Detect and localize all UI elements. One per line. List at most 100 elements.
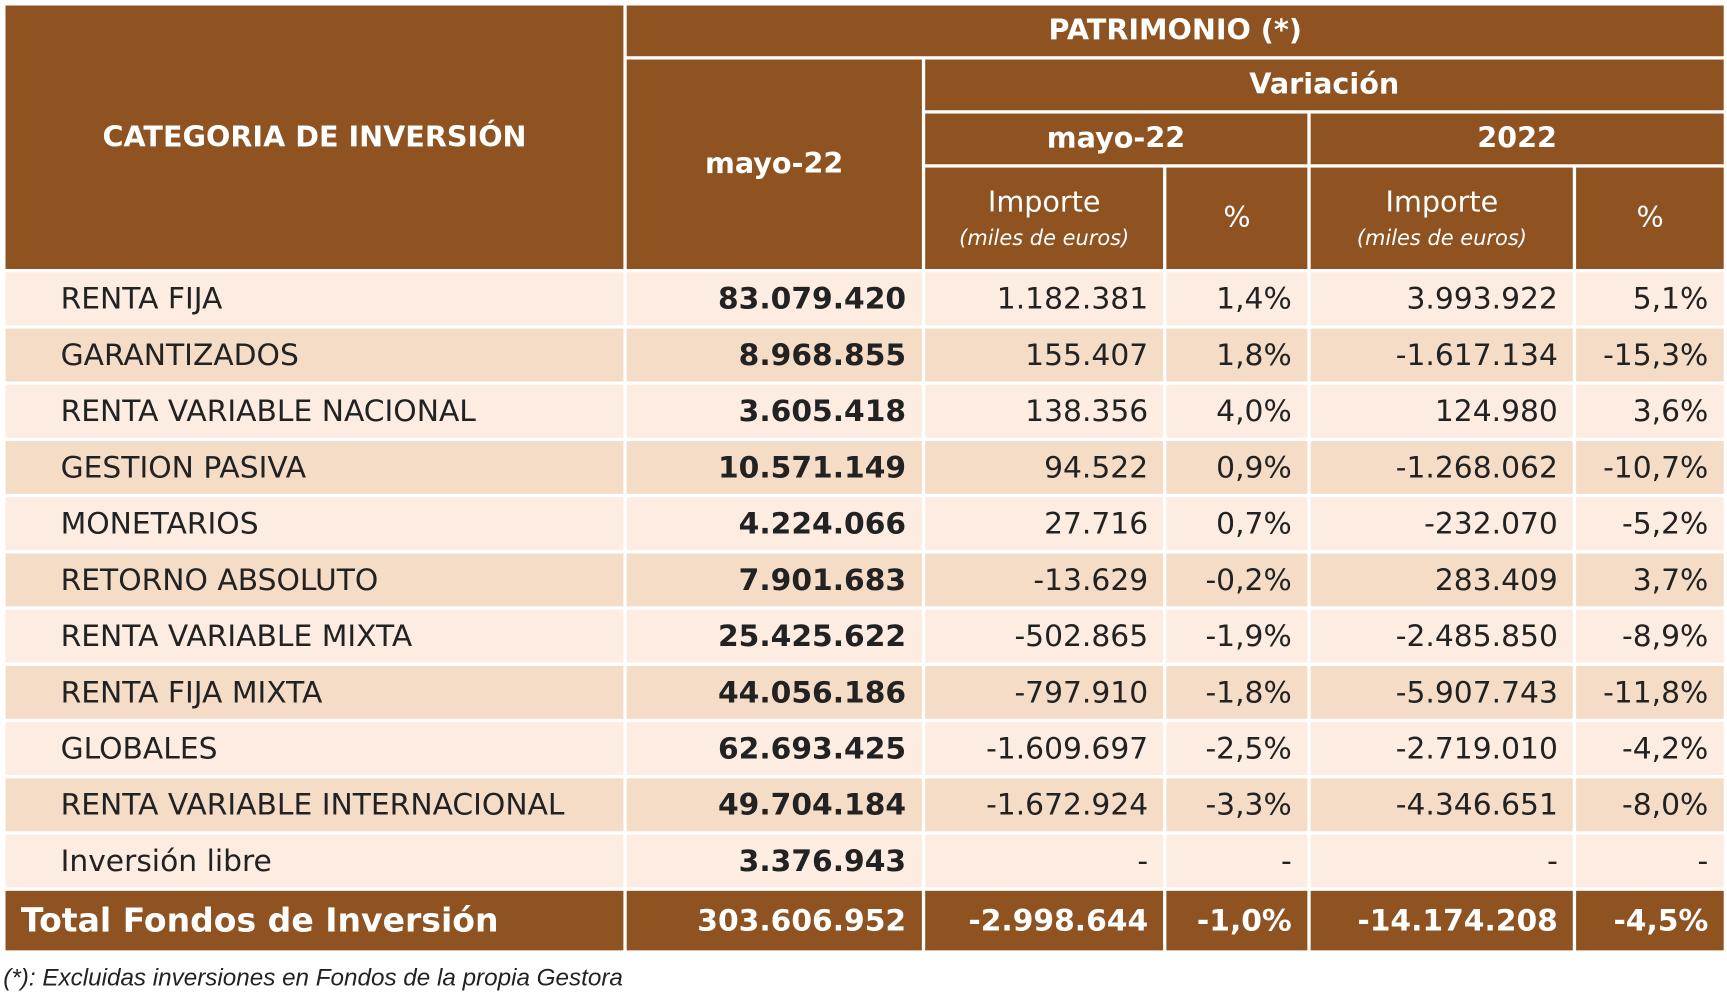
table-row: RENTA FIJA MIXTA 44.056.186 -797.910 -1,8% -… [5,665,1724,719]
value-cell: 49.704.184 [626,778,922,832]
variacion-header: Variación [924,59,1724,111]
value-cell: 7.901.683 [626,553,922,607]
table-row: Inversión libre 3.376.943- - - - [5,834,1724,888]
category-cell: GESTION PASIVA [5,441,624,494]
importe-unit: (miles de euros) [959,226,1130,251]
value-cell: 94.522 [924,441,1164,494]
value-cell: 0,7% [1166,497,1308,551]
value-cell: 155.407 [924,328,1164,382]
category-cell: MONETARIOS [5,497,624,551]
value-cell: 4,0% [1166,384,1308,438]
value-cell: -14.174.208 [1310,890,1574,951]
value-cell: -3,3% [1166,778,1308,832]
value-cell: 3.376.943 [626,834,922,888]
month-header: mayo-22 [924,113,1308,165]
value-cell: -232.070 [1310,497,1574,551]
table-row: MONETARIOS 4.224.066 27.716 0,7% -232.070 -5,… [5,497,1724,551]
table-row: Total Fondos de Inversión 303.606.952 -2.9… [5,890,1724,951]
value-cell: -1.617.134 [1310,328,1574,382]
value-cell: -5.907.743 [1310,665,1574,719]
value-cell: 3,6% [1576,384,1724,438]
category-cell: Inversión libre [5,834,624,888]
value-cell: 138.356 [924,384,1164,438]
value-cell: 1.182.381 [924,272,1164,326]
value-cell: 44.056.186 [626,665,922,719]
value-cell: 3,7% [1576,553,1724,607]
value-cell: -4.346.651 [1310,778,1574,832]
value-cell: -0,2% [1166,553,1308,607]
value-cell: -11,8% [1576,665,1724,719]
importe-unit: (miles de euros) [1356,226,1527,251]
category-cell: RENTA VARIABLE MIXTA [5,609,624,663]
value-cell: -797.910 [924,665,1164,719]
table-row: RENTA VARIABLE INTERNACIONAL 49.704.184 -1… [5,778,1724,832]
table-row: RENTA VARIABLE NACIONAL 3.605.418 138.356 4… [5,384,1724,438]
value-cell: 303.606.952 [626,890,922,951]
value-cell: 10.571.149 [626,441,922,494]
value-cell: -2.485.850 [1310,609,1574,663]
value-cell: -10,7% [1576,441,1724,494]
table-row: GESTION PASIVA 10.571.149 94.522 0,9% -1.268… [5,441,1724,494]
table-row: GARANTIZADOS 8.968.855 155.407 1,8% -1.617.1… [5,328,1724,382]
value-cell: -502.865 [924,609,1164,663]
current-header: mayo-22 [626,59,922,270]
importe-label: Importe [987,186,1101,220]
footnote: (*): Excluidas inversiones en Fondos de … [3,963,623,992]
table-row: RENTA FIJA 83.079.420 1.182.381 1,4% 3.993.9… [5,272,1724,326]
value-cell: -13.629 [924,553,1164,607]
pct-header: % [1166,167,1308,270]
pct-header: % [1576,167,1724,270]
value-cell: -2,5% [1166,722,1308,776]
year-header: 2022 [1310,113,1724,165]
value-cell: -15,3% [1576,328,1724,382]
value-cell: - [1310,834,1574,888]
value-cell: - [1166,834,1308,888]
value-cell: 27.716 [924,497,1164,551]
value-cell: -4,2% [1576,722,1724,776]
value-cell: -1.609.697 [924,722,1164,776]
value-cell: -1.672.924 [924,778,1164,832]
importe-label: Importe [1385,186,1499,220]
category-cell: GARANTIZADOS [5,328,624,382]
category-header: CATEGORIA DE INVERSIÓN [5,5,624,270]
value-cell: 1,8% [1166,328,1308,382]
category-cell: GLOBALES [5,722,624,776]
table-row: RENTA VARIABLE MIXTA 25.425.622 -502.865 -1… [5,609,1724,663]
value-cell: -1,8% [1166,665,1308,719]
patrimonio-header: PATRIMONIO (*) [626,5,1724,57]
value-cell: 283.409 [1310,553,1574,607]
fund-table: CATEGORIA DE INVERSIÓN PATRIMONIO (*) may… [2,2,1727,953]
value-cell: -2.719.010 [1310,722,1574,776]
value-cell: 0,9% [1166,441,1308,494]
value-cell: -1,9% [1166,609,1308,663]
value-cell: 62.693.425 [626,722,922,776]
table-row: RETORNO ABSOLUTO 7.901.683 -13.629 -0,2% 283… [5,553,1724,607]
value-cell: 25.425.622 [626,609,922,663]
table-row: GLOBALES 62.693.425 -1.609.697 -2,5% -2.719.… [5,722,1724,776]
value-cell: 83.079.420 [626,272,922,326]
value-cell: 3.605.418 [626,384,922,438]
value-cell: 8.968.855 [626,328,922,382]
value-cell: 4.224.066 [626,497,922,551]
value-cell: 3.993.922 [1310,272,1574,326]
value-cell: - [924,834,1164,888]
importe-header: Importe (miles de euros) [1310,167,1574,270]
value-cell: 124.980 [1310,384,1574,438]
category-cell: Total Fondos de Inversión [5,890,624,951]
value-cell: -5,2% [1576,497,1724,551]
category-cell: RETORNO ABSOLUTO [5,553,624,607]
value-cell: 5,1% [1576,272,1724,326]
category-cell: RENTA FIJA MIXTA [5,665,624,719]
value-cell: -4,5% [1576,890,1724,951]
value-cell: 1,4% [1166,272,1308,326]
value-cell: -8,0% [1576,778,1724,832]
value-cell: - [1576,834,1724,888]
category-cell: RENTA FIJA [5,272,624,326]
value-cell: -2.998.644 [924,890,1164,951]
category-cell: RENTA VARIABLE NACIONAL [5,384,624,438]
importe-header: Importe (miles de euros) [924,167,1164,270]
category-cell: RENTA VARIABLE INTERNACIONAL [5,778,624,832]
value-cell: -8,9% [1576,609,1724,663]
